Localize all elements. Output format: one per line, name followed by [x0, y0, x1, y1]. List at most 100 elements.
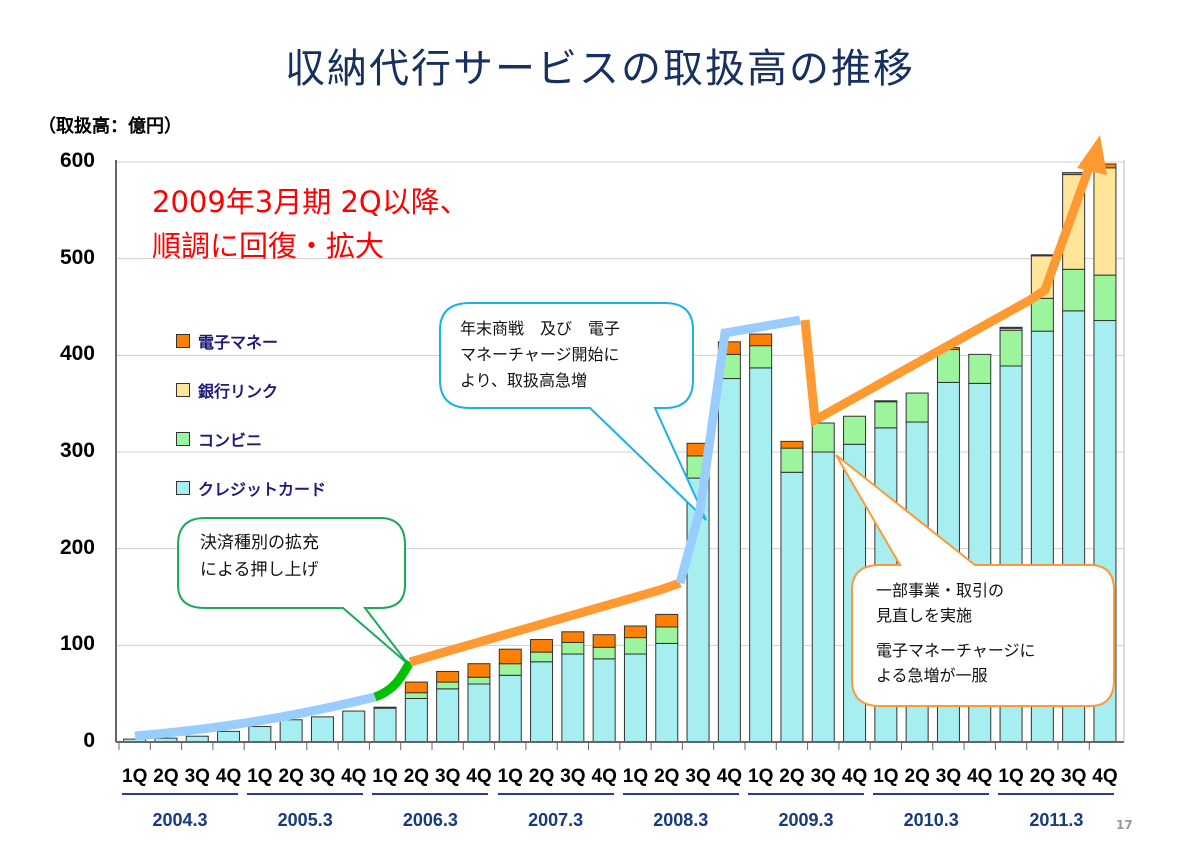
callout-line: 見直しを実施 [876, 606, 973, 625]
bar-segment [655, 613, 679, 628]
bar-segment [436, 670, 460, 683]
x-quarter-label: 3Q [560, 766, 586, 787]
x-quarter-label: 1Q [873, 766, 899, 787]
legend-label: 銀行リンク [198, 381, 279, 401]
year-underline [622, 793, 739, 795]
bar-segment [811, 422, 835, 453]
bar-segment [373, 707, 397, 743]
bar-segment [436, 688, 460, 743]
legend-item-credit: クレジットカード [176, 463, 326, 512]
callout-line: 電子マネーチャージに [876, 641, 1036, 660]
legend-swatch [176, 431, 190, 446]
x-quarter-label: 2Q [779, 766, 805, 787]
x-quarter-label: 1Q [622, 766, 649, 787]
bar-segment [342, 710, 366, 743]
x-quarter-label: 4Q [591, 766, 617, 787]
y-tick-label: 600 [59, 149, 95, 172]
x-year-label: 2008.3 [653, 810, 709, 830]
trend-line-green [373, 659, 414, 702]
bar-segment [655, 642, 679, 743]
bar-segment [1030, 254, 1054, 257]
bar-segment [592, 658, 616, 743]
y-tick-label: 300 [59, 439, 95, 462]
bar-segment [498, 648, 522, 665]
bar-segment [623, 653, 647, 743]
callout-line: より、取扱高急増 [460, 371, 588, 390]
bar-segment [279, 719, 303, 743]
legend-swatch [176, 480, 190, 495]
year-underline [247, 793, 364, 795]
bar-segment [874, 400, 898, 403]
callout-year-end-bubble [439, 302, 707, 521]
legend-label: クレジットカード [198, 479, 327, 499]
callout-line: よる急増が一服 [876, 666, 988, 685]
bar-segment [467, 683, 491, 743]
bar-segment [874, 401, 898, 429]
bar-segment [498, 663, 522, 676]
x-quarter-label: 4Q [341, 766, 367, 787]
bar-segment [999, 329, 1023, 367]
bar-segment [530, 661, 554, 743]
bar-segment [655, 626, 679, 644]
y-tick-label: 200 [59, 535, 95, 559]
bar-segment [561, 631, 585, 643]
page-number: 17 [1116, 818, 1133, 832]
headline-line-2: 順調に回復・拡大 [152, 229, 385, 263]
legend-label: コンビニ [198, 430, 263, 450]
bar-segment [811, 451, 835, 743]
legend-swatch [176, 382, 190, 397]
year-underline [748, 793, 864, 795]
bar-segment [404, 692, 428, 700]
x-quarter-label: 2Q [654, 766, 680, 787]
year-underline [998, 793, 1115, 795]
bar-segment [780, 447, 804, 473]
bar-segment [1030, 297, 1054, 332]
callout-review-bubble [835, 454, 1115, 707]
bar-segment [749, 333, 773, 347]
year-underline [497, 793, 614, 795]
bar-segment [1093, 167, 1117, 276]
bar-segment [217, 730, 241, 743]
x-quarter-label: 2Q [904, 766, 930, 787]
callout-line: 年末商戦 及び 電子 [460, 319, 621, 338]
x-quarter-label: 3Q [935, 766, 962, 787]
bar-segment [592, 634, 616, 648]
x-quarter-label: 2Q [153, 766, 179, 787]
trend-line-orange-mid [408, 578, 682, 667]
x-quarter-label: 4Q [1092, 766, 1118, 787]
bar-segment [561, 641, 585, 655]
x-quarter-label: 4Q [466, 766, 492, 787]
year-underline [372, 793, 489, 795]
bar-segment [436, 681, 460, 690]
bar-segment [968, 353, 992, 384]
x-year-label: 2009.3 [778, 810, 834, 830]
bar-segment [530, 639, 554, 653]
bar-segment [623, 625, 647, 639]
x-quarter-label: 3Q [1061, 766, 1087, 787]
x-quarter-label: 4Q [215, 766, 242, 787]
bar-segment [467, 663, 491, 678]
bar-segment [373, 706, 397, 709]
bar-segment [749, 345, 773, 369]
y-tick-label: 400 [59, 342, 95, 366]
x-quarter-label: 4Q [967, 766, 993, 787]
y-tick-label: 500 [59, 245, 95, 269]
y-tick-label: 100 [59, 632, 95, 656]
bar-segment [561, 653, 585, 743]
callout-line: 一部事業・取引の [876, 581, 1005, 600]
x-quarter-label: 1Q [998, 766, 1024, 787]
x-year-label: 2005.3 [277, 810, 333, 830]
x-quarter-label: 1Q [122, 766, 148, 787]
x-quarter-label: 2Q [278, 766, 304, 787]
callout-year-end-text: 年末商戦 及び 電子 マネーチャージ開始に より、取扱高急増 [460, 316, 620, 394]
y-axis-unit-label: （取扱高：億円） [38, 116, 182, 137]
bar-segment [1062, 172, 1086, 176]
legend: 電子マネー 銀行リンク コンビニ クレジットカード [176, 316, 326, 512]
x-quarter-label: 3Q [184, 766, 210, 787]
x-year-label: 2007.3 [528, 810, 584, 830]
x-year-label: 2006.3 [402, 810, 458, 830]
bar-segment [843, 415, 867, 445]
headline-line-1: 2009年3月期 2Q以降、 [152, 185, 469, 219]
headline: 2009年3月期 2Q以降、 順調に回復・拡大 [152, 180, 469, 268]
